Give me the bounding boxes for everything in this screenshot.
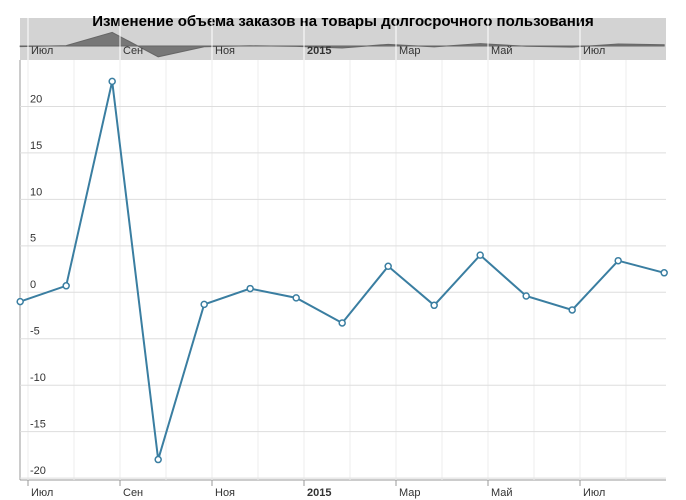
point (430, 301, 438, 310)
x-tick-label: Мар (399, 487, 421, 499)
x-tick-label: Май (491, 487, 513, 499)
point (568, 306, 576, 314)
y-tick-label: -5 (30, 326, 40, 338)
navigator[interactable] (20, 18, 666, 60)
y-tick-label: 15 (30, 140, 42, 152)
x-tick-label: Июл (583, 487, 605, 499)
point (660, 269, 668, 277)
x-tick-label: Ноя (215, 487, 235, 499)
point (476, 251, 484, 259)
x-tick-label: Июл (31, 487, 53, 499)
point (522, 292, 530, 300)
point (292, 294, 300, 302)
navigator-label: 2015 (307, 45, 331, 57)
chart-title: Изменение объема заказов на товары долго… (92, 13, 594, 30)
point (108, 77, 116, 86)
y-tick-label: -10 (30, 372, 46, 384)
point (200, 300, 208, 309)
navigator-series (19, 31, 665, 58)
y-tick-label: -20 (30, 465, 46, 477)
navigator-label: Ноя (215, 45, 235, 57)
point (614, 256, 622, 265)
y-tick-label: 10 (30, 186, 42, 198)
y-tick-label: 20 (30, 93, 42, 105)
series-line (19, 81, 665, 460)
navigator-label: Мар (399, 45, 421, 57)
point (16, 297, 24, 306)
point (384, 262, 392, 271)
navigator-label: Июл (583, 45, 605, 57)
navigator-label: Май (491, 45, 513, 57)
navigator-label: Июл (31, 45, 53, 57)
x-tick-label: Сен (123, 487, 143, 499)
y-tick-label: 0 (30, 279, 36, 291)
point (338, 319, 346, 327)
y-tick-label: 5 (30, 233, 36, 245)
point (62, 282, 70, 290)
y-tick-label: -15 (30, 419, 46, 431)
navigator-label: Сен (123, 45, 143, 57)
x-tick-label: 2015 (307, 487, 331, 499)
point (246, 284, 254, 293)
point (154, 455, 162, 464)
